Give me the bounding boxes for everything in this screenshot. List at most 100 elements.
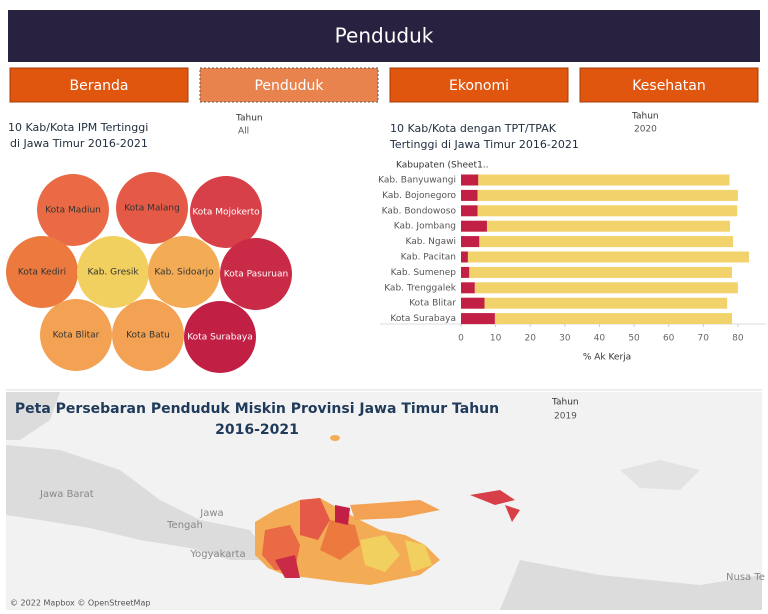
x-tick-label: 30	[559, 334, 571, 344]
filter-label: Tahun	[551, 398, 579, 408]
x-tick-label: 60	[663, 334, 675, 344]
bar-segment	[467, 251, 749, 263]
province-region	[335, 505, 350, 525]
province-region	[320, 520, 360, 560]
nav-label[interactable]: Ekonomi	[449, 78, 509, 94]
header-title: Penduduk	[335, 24, 434, 48]
bar-segment	[474, 282, 738, 294]
filter-value[interactable]: 2019	[554, 412, 577, 422]
bar-segment	[461, 313, 495, 325]
chart-title: di Jawa Timur 2016-2021	[10, 137, 148, 150]
x-tick-label: 40	[594, 334, 606, 344]
land	[620, 460, 700, 490]
bar-segment	[461, 189, 478, 201]
land	[6, 392, 60, 440]
bubble	[77, 236, 149, 308]
bubble-label: Kota Malang	[124, 204, 180, 214]
bar-segment	[461, 266, 470, 278]
place-label: Jawa Barat	[39, 489, 94, 500]
map-title: Peta Persebaran Penduduk Miskin Provinsi…	[15, 401, 499, 417]
bar-segment	[469, 266, 733, 278]
bar-segment	[486, 220, 730, 232]
province-region	[350, 500, 440, 520]
y-tick-label: Kab. Sumenep	[391, 268, 457, 278]
y-header: Kabupaten (Sheet1..	[396, 161, 489, 171]
bar-segment	[484, 297, 728, 309]
land	[500, 560, 762, 610]
bar-segment	[494, 313, 733, 325]
header-bar	[8, 10, 760, 62]
province-region	[360, 535, 400, 572]
y-tick-label: Kab. Bojonegoro	[382, 191, 456, 201]
nav-label[interactable]: Beranda	[70, 78, 129, 94]
x-tick-label: 50	[628, 334, 640, 344]
place-label: Nusa Te	[726, 572, 765, 583]
bubble-label: Kab. Gresik	[87, 268, 139, 278]
province-region	[275, 555, 300, 578]
nav-button[interactable]	[389, 67, 569, 103]
x-tick-label: 10	[490, 334, 502, 344]
x-axis-label: % Ak Kerja	[583, 353, 631, 363]
filter-value[interactable]: All	[238, 127, 249, 137]
filter-label: Tahun	[631, 112, 659, 122]
bubble	[184, 301, 256, 373]
nav-button[interactable]	[579, 67, 759, 103]
x-tick-label: 70	[698, 334, 710, 344]
map-title: 2016-2021	[215, 422, 299, 438]
filter-label: Tahun	[235, 114, 263, 124]
y-tick-label: Kota Blitar	[409, 299, 456, 309]
place-label: Yogyakarta	[189, 549, 245, 560]
map-attribution: © 2022 Mapbox © OpenStreetMap	[10, 599, 150, 608]
bubble	[190, 176, 262, 248]
nav-label[interactable]: Kesehatan	[632, 78, 705, 94]
bubble	[220, 238, 292, 310]
province-region	[470, 490, 520, 522]
bubble-label: Kota Blitar	[53, 331, 100, 341]
bubble-label: Kota Batu	[126, 331, 170, 341]
bubble-label: Kota Mojokerto	[192, 208, 260, 218]
bar-segment	[461, 220, 487, 232]
bubble	[6, 236, 78, 308]
y-tick-label: Kab. Banyuwangi	[378, 176, 456, 186]
place-label: Jawa	[199, 508, 223, 519]
bubble-label: Kota Madiun	[45, 206, 101, 216]
island	[330, 435, 340, 441]
bar-segment	[477, 205, 738, 217]
bubble	[112, 299, 184, 371]
y-tick-label: Kab. Pacitan	[401, 253, 456, 263]
bar-segment	[478, 174, 730, 186]
y-tick-label: Kab. Trenggalek	[384, 283, 457, 293]
bar-segment	[461, 205, 478, 217]
chart-title: 10 Kab/Kota IPM Tertinggi	[8, 121, 148, 134]
x-tick-label: 0	[458, 334, 464, 344]
y-tick-label: Kab. Ngawi	[405, 237, 456, 247]
bubble-label: Kota Pasuruan	[224, 270, 288, 280]
x-tick-label: 20	[524, 334, 536, 344]
bar-chart: 0 10 20 30 40 50 60 70 80 Kab. Banyuwangi Kab. Boj…	[378, 174, 749, 344]
y-tick-label: Kab. Jombang	[394, 222, 456, 232]
bubble	[148, 236, 220, 308]
chart-title: Tertinggi di Jawa Timur 2016-2021	[389, 138, 579, 151]
chart-title: 10 Kab/Kota dengan TPT/TPAK	[390, 122, 557, 135]
province-region	[405, 540, 432, 572]
bar-segment	[479, 236, 734, 248]
nav-button[interactable]	[199, 67, 379, 103]
nav-button[interactable]	[9, 67, 189, 103]
bar-segment	[477, 189, 738, 201]
bar-segment	[461, 174, 479, 186]
bar-segment	[461, 251, 468, 263]
bubble-label: Kab. Sidoarjo	[154, 268, 214, 278]
y-tick-label: Kota Surabaya	[390, 314, 456, 324]
bubble-label: Kota Kediri	[18, 268, 66, 278]
bubble-label: Kota Surabaya	[187, 333, 253, 343]
x-tick-label: 80	[732, 334, 744, 344]
bubble-chart: Kota Madiun Kota Malang Kota Mojokerto Kota…	[6, 172, 292, 373]
bubble	[40, 299, 112, 371]
place-label: Tengah	[166, 520, 203, 531]
bubble	[37, 174, 109, 246]
province-region	[300, 498, 330, 540]
filter-value[interactable]: 2020	[634, 125, 657, 135]
bubble	[116, 172, 188, 244]
nav-label[interactable]: Penduduk	[254, 78, 324, 94]
